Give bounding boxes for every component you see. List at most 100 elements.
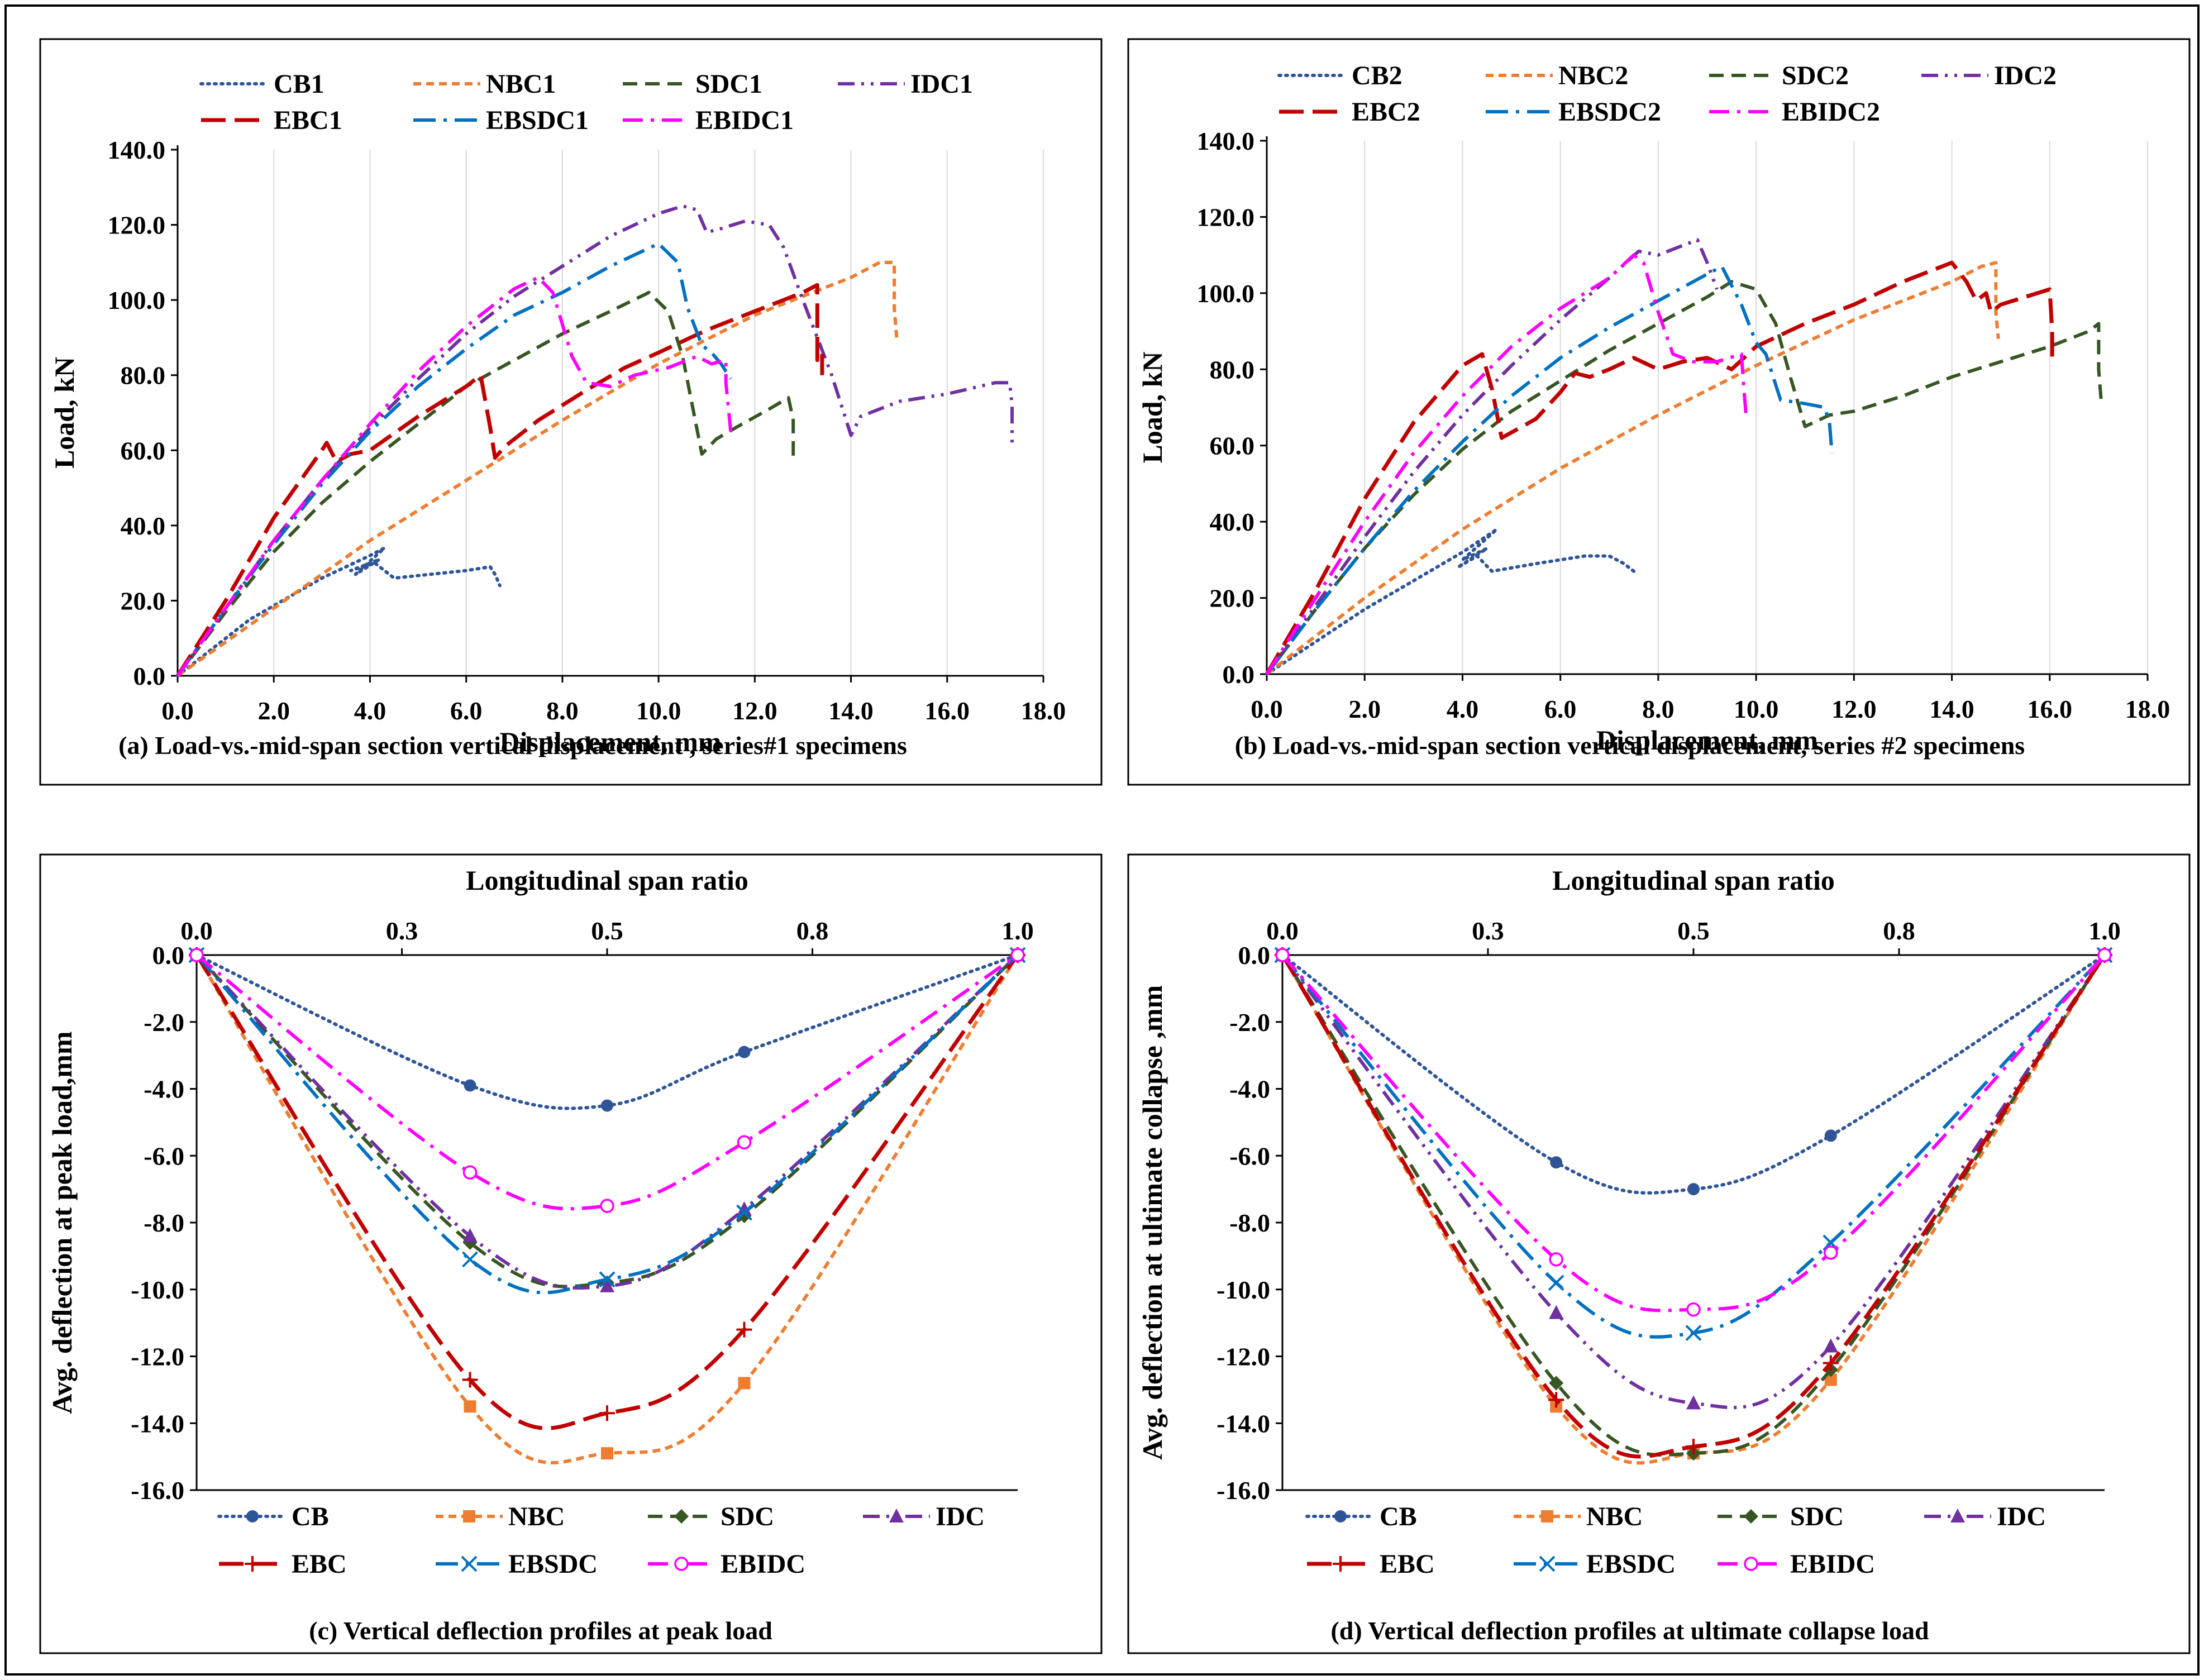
series-line-nbc — [176, 260, 899, 677]
data-point-cb — [1824, 1129, 1837, 1142]
legend-label: SDC2 — [1782, 61, 1849, 90]
legend-label: EBIDC1 — [695, 106, 794, 135]
x-tick-label: 10.0 — [636, 696, 681, 725]
data-point-idc — [1686, 1395, 1701, 1410]
data-point-ebc — [1548, 1392, 1564, 1408]
legend-marker-ebc — [1333, 1556, 1348, 1572]
panel-b-caption: (b) Load-vs.-mid-span section vertical d… — [1235, 731, 2025, 760]
x-tick-label: 8.0 — [546, 696, 579, 725]
legend-label: IDC — [1997, 1502, 2046, 1531]
x-tick-label: 1.0 — [1001, 917, 1034, 945]
data-point-nbc — [1824, 1373, 1837, 1386]
legend-marker-ebc — [245, 1556, 260, 1572]
y-tick-label: 20.0 — [121, 586, 166, 615]
x-tick-label: 8.0 — [1642, 695, 1675, 723]
panel-b-frame — [1127, 38, 2191, 786]
data-point-cb — [601, 1099, 613, 1112]
x-tick-label: 12.0 — [732, 696, 777, 725]
y-axis-title: Load, kN — [1137, 351, 1168, 463]
x-tick-label: 0.8 — [1883, 917, 1915, 945]
y-tick-label: -6.0 — [144, 1142, 184, 1170]
data-point-ebidc — [1275, 948, 1290, 962]
data-point-cb — [464, 1079, 476, 1092]
y-tick-label: 0.0 — [152, 941, 185, 970]
data-point-ebc — [1686, 1439, 1701, 1455]
x-tick-label: 0.0 — [1266, 917, 1299, 945]
legend-label: EBC1 — [274, 106, 342, 135]
x-tick-label: 1.0 — [2088, 917, 2121, 945]
legend-label: IDC2 — [1994, 61, 2057, 90]
x-tick-label: 10.0 — [1734, 695, 1779, 723]
data-point-cb — [738, 1046, 751, 1058]
data-point-ebsdc — [462, 1251, 478, 1268]
y-tick-label: -16.0 — [1217, 1476, 1270, 1505]
panel-d-legend: CB NBC SDC IDC EBC EBSDC EBIDC — [1305, 1502, 2046, 1579]
panel-c-frame — [39, 853, 1103, 1654]
data-point-ebc — [462, 1372, 478, 1388]
legend-marker-sdc — [674, 1509, 689, 1524]
x-axis-title: Longitudinal span ratio — [1552, 865, 1835, 896]
series-line-cb — [176, 546, 502, 677]
y-tick-label: -12.0 — [1217, 1343, 1270, 1371]
x-axis-title: Displacement, mm — [499, 726, 721, 757]
panel-d: CB NBC SDC IDC EBC EBSDC EBIDC 0.0 0.3 0.5 0.8 1.0… — [1127, 853, 2191, 1654]
series-line-sdc — [1265, 280, 2103, 675]
series-line-ebsdc — [195, 953, 1019, 1295]
panel-a: CB1 NBC1 SDC1 IDC1 EBC1 EBSDC1 EBIDC1 0.0 2.0 4.… — [39, 38, 1103, 786]
data-point-ebidc — [600, 1199, 614, 1213]
series-line-nbc — [1266, 261, 2000, 676]
panel-b-plot: 0.0 2.0 4.0 6.0 8.0 10.0 12.0 14.0 16.0 18.0 0.0 20… — [1137, 127, 2170, 756]
y-tick-label: 100.0 — [1197, 279, 1255, 308]
data-point-ebidc — [1010, 948, 1025, 962]
legend-marker-cb — [246, 1510, 259, 1522]
x-tick-label: 2.0 — [257, 696, 290, 725]
legend-label: SDC1 — [695, 69, 762, 99]
data-point-ebidc — [189, 948, 204, 962]
series-line-ebsdc — [176, 242, 732, 677]
data-point-ebidc — [2097, 948, 2112, 962]
legend-marker-nbc — [1541, 1510, 1553, 1522]
y-tick-label: 0.0 — [133, 662, 166, 690]
legend-label: CB2 — [1352, 61, 1402, 90]
panel-c: CB NBC SDC IDC EBC EBSDC EBIDC 0.0 0.3 0.5 0.8 1.0… — [39, 853, 1103, 1654]
x-tick-label: 0.3 — [1472, 917, 1504, 945]
y-tick-label: 80.0 — [121, 361, 166, 390]
legend-label: EBSDC1 — [486, 106, 589, 135]
x-tick-label: 0.0 — [161, 696, 194, 725]
x-tick-label: 0.8 — [796, 917, 829, 945]
legend-label: SDC — [1790, 1502, 1844, 1531]
data-point-idc — [1823, 1338, 1838, 1353]
legend-label: EBSDC2 — [1558, 97, 1661, 127]
panel-c-plot: 0.0 0.3 0.5 0.8 1.0 0.0 -2.0 -4.0 -6.0 -8.0 -10.0 -… — [46, 865, 1034, 1505]
series-line-idc — [176, 204, 1014, 677]
data-point-ebidc — [1686, 1302, 1701, 1317]
y-tick-label: -6.0 — [1229, 1142, 1270, 1170]
legend-label: EBIDC2 — [1782, 97, 1880, 127]
data-point-idc — [600, 1278, 614, 1292]
legend-marker-cb — [1334, 1510, 1347, 1522]
y-tick-label: 40.0 — [121, 512, 166, 540]
legend-marker-ebsdc — [1539, 1555, 1556, 1572]
y-tick-label: 0.0 — [1238, 941, 1271, 970]
y-tick-label: 60.0 — [121, 436, 166, 465]
legend-label: NBC — [1586, 1502, 1643, 1531]
legend-marker-idc — [889, 1509, 904, 1522]
data-point-nbc — [464, 1400, 476, 1413]
data-point-idc — [1549, 1305, 1564, 1319]
legend-marker-ebidc — [674, 1557, 689, 1571]
x-tick-label: 14.0 — [1929, 695, 1974, 723]
x-tick-label: 4.0 — [354, 696, 387, 725]
y-tick-label: -10.0 — [1217, 1276, 1270, 1304]
legend-label: NBC — [508, 1502, 565, 1531]
data-point-ebidc — [737, 1135, 752, 1150]
legend-label: CB — [1380, 1502, 1417, 1531]
data-point-nbc — [738, 1377, 751, 1390]
data-point-cb — [1687, 1183, 1700, 1196]
data-point-ebidc — [1549, 1252, 1563, 1267]
series-line-ebc — [1265, 260, 2054, 675]
y-tick-label: 100.0 — [108, 286, 166, 314]
legend-label: IDC — [936, 1502, 985, 1531]
series-line-ebidc — [1265, 253, 1748, 675]
legend-marker-ebsdc — [461, 1555, 478, 1572]
panel-a-plot: 0.0 2.0 4.0 6.0 8.0 10.0 12.0 14.0 16.0 18.0 0.0 20… — [49, 136, 1066, 757]
